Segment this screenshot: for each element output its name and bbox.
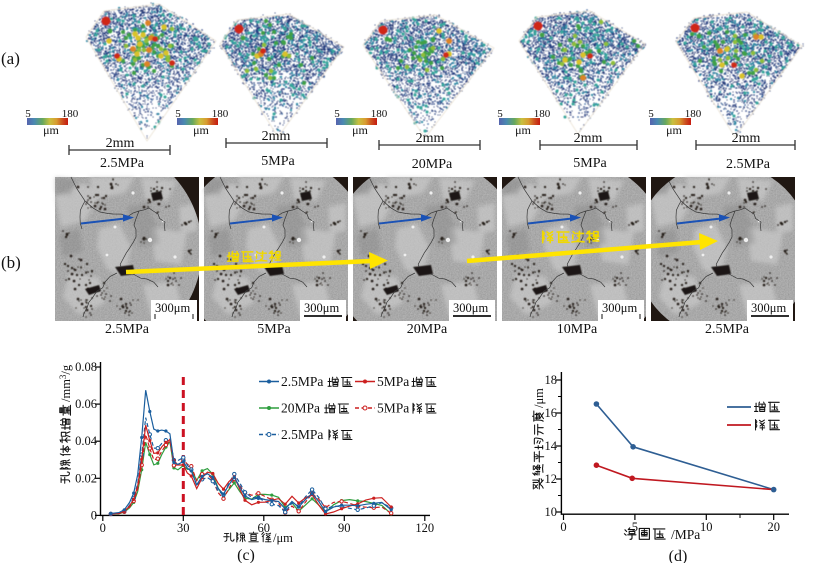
svg-text:μm: μm	[352, 123, 368, 137]
svg-text:μm: μm	[515, 123, 531, 137]
svg-text:10: 10	[545, 505, 558, 519]
svg-text:0.02: 0.02	[75, 471, 97, 485]
svg-text:20: 20	[767, 520, 780, 534]
svg-text:16: 16	[545, 406, 558, 420]
svg-text:μm: μm	[666, 123, 682, 137]
svg-text:18: 18	[545, 373, 558, 387]
svg-text:5MPa: 5MPa	[261, 154, 295, 169]
svg-text:2.5MPa: 2.5MPa	[281, 374, 323, 389]
svg-text:300μm: 300μm	[155, 301, 190, 315]
svg-text:5: 5	[334, 108, 340, 120]
svg-text:0: 0	[560, 520, 566, 534]
svg-text:20MPa: 20MPa	[281, 401, 320, 416]
svg-text:μm: μm	[193, 123, 209, 137]
svg-text:120: 120	[415, 521, 434, 535]
svg-text:5MPa: 5MPa	[377, 374, 409, 389]
svg-text:300μm: 300μm	[751, 301, 786, 315]
svg-text:/μm: /μm	[532, 388, 546, 408]
svg-text:0: 0	[100, 521, 106, 535]
svg-text:300μm: 300μm	[304, 301, 339, 315]
svg-text:5: 5	[25, 108, 31, 120]
svg-text:10: 10	[700, 520, 713, 534]
svg-text:2.5MPa: 2.5MPa	[726, 157, 771, 172]
svg-text:(c): (c)	[237, 547, 255, 563]
svg-text:10MPa: 10MPa	[557, 322, 598, 337]
svg-text:5: 5	[497, 108, 503, 120]
svg-text:180: 180	[62, 108, 79, 120]
svg-text:20MPa: 20MPa	[412, 157, 453, 172]
svg-text:/μm: /μm	[273, 531, 293, 545]
svg-text:0: 0	[91, 508, 97, 522]
svg-text:180: 180	[212, 108, 229, 120]
svg-text:(b): (b)	[1, 253, 21, 272]
svg-text:300μm: 300μm	[453, 301, 488, 315]
svg-text:2.5MPa: 2.5MPa	[100, 156, 145, 171]
svg-text:30: 30	[177, 521, 190, 535]
svg-text:180: 180	[371, 108, 388, 120]
svg-text:5: 5	[175, 108, 181, 120]
svg-text:2.5MPa: 2.5MPa	[281, 427, 323, 442]
svg-text:μm: μm	[43, 123, 59, 137]
svg-text:12: 12	[545, 472, 558, 486]
svg-text:5MPa: 5MPa	[377, 401, 409, 416]
svg-text:14: 14	[545, 439, 558, 453]
svg-text:(a): (a)	[1, 49, 20, 68]
svg-text:/mm3/g: /mm3/g	[58, 364, 73, 402]
svg-text:90: 90	[338, 521, 351, 535]
svg-text:2mm: 2mm	[732, 131, 761, 146]
svg-text:/MPa: /MPa	[671, 527, 700, 542]
svg-text:60: 60	[258, 521, 271, 535]
svg-text:5MPa: 5MPa	[573, 156, 607, 171]
svg-text:5: 5	[632, 520, 638, 534]
svg-text:300μm: 300μm	[602, 301, 637, 315]
svg-text:2.5MPa: 2.5MPa	[705, 322, 750, 337]
svg-text:0.06: 0.06	[75, 397, 97, 411]
svg-text:2mm: 2mm	[262, 129, 291, 144]
svg-text:0.08: 0.08	[75, 360, 97, 374]
svg-text:180: 180	[534, 108, 551, 120]
svg-text:5: 5	[648, 108, 654, 120]
svg-text:5MPa: 5MPa	[257, 322, 291, 337]
svg-text:20MPa: 20MPa	[407, 322, 448, 337]
svg-text:180: 180	[685, 108, 702, 120]
svg-text:(d): (d)	[669, 548, 688, 563]
svg-text:2mm: 2mm	[416, 131, 445, 146]
svg-text:0.04: 0.04	[75, 434, 98, 448]
svg-text:2.5MPa: 2.5MPa	[105, 322, 150, 337]
svg-text:2mm: 2mm	[106, 136, 135, 151]
svg-text:2mm: 2mm	[574, 131, 603, 146]
